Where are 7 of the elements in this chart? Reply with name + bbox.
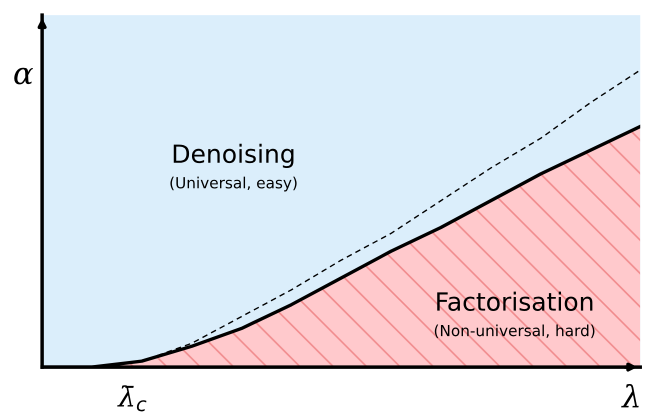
annotation: Factorisation bbox=[437, 292, 592, 311]
annotation: Denoising bbox=[174, 144, 294, 168]
text: λ̄$_{c}$ bbox=[117, 385, 146, 412]
y-axis-title: α bbox=[14, 68, 33, 84]
annotation: (Universal, easy) bbox=[170, 176, 297, 192]
annotation: (Non-universal, hard) bbox=[434, 324, 594, 338]
x-axis-title: λ bbox=[621, 384, 639, 408]
